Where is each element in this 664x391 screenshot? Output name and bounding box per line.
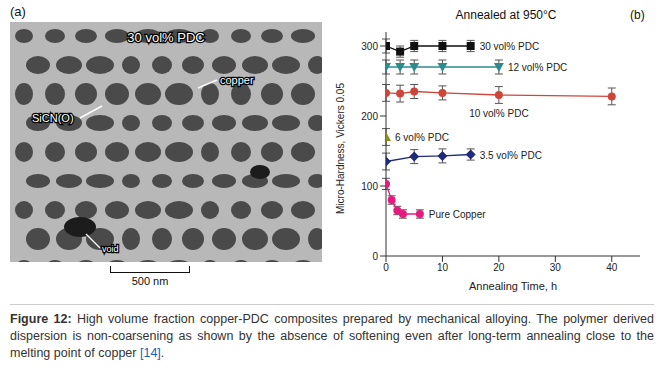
svg-text:30 vol% PDC: 30 vol% PDC [127,30,204,45]
svg-text:30 vol% PDC: 30 vol% PDC [480,41,539,52]
html-text:500 nm: 500 nm [131,275,169,287]
svg-text:20: 20 [493,262,505,273]
html-text:High volume fraction copper-PD: High volume fraction copper-PDC composit… [10,312,654,360]
svg-text:0: 0 [383,262,389,273]
svg-text:100: 100 [361,181,378,192]
svg-text:copper: copper [220,74,254,86]
svg-text:void: void [102,244,119,254]
html-text:(b): (b) [630,8,645,22]
svg-text:40: 40 [606,262,618,273]
html-text:(a): (a) [10,4,26,19]
svg-text:SiCN(O): SiCN(O) [32,112,74,124]
svg-text:12 vol% PDC: 12 vol% PDC [508,62,567,73]
svg-text:Pure Copper: Pure Copper [429,209,486,220]
html-text:Figure 12:: Figure 12: [10,312,72,326]
svg-text:10 vol% PDC: 10 vol% PDC [469,108,528,119]
html-text:Annealed at 950°C: Annealed at 950°C [455,8,557,22]
svg-text:200: 200 [361,111,378,122]
svg-text:Annealing Time, h: Annealing Time, h [469,280,557,292]
svg-text:0: 0 [372,251,378,262]
svg-text:Micro-Hardness, Vickers 0.05: Micro-Hardness, Vickers 0.05 [335,83,346,214]
svg-text:3.5 vol% PDC: 3.5 vol% PDC [480,150,542,161]
svg-text:300: 300 [361,41,378,52]
svg-text:10: 10 [437,262,449,273]
svg-text:6 vol% PDC: 6 vol% PDC [395,132,449,143]
svg-text:30: 30 [550,262,562,273]
